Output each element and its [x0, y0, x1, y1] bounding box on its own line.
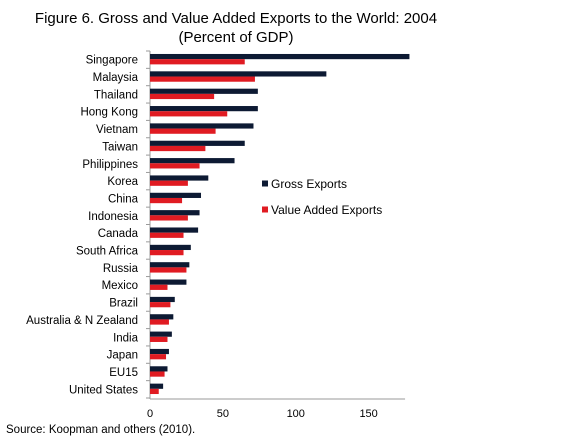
- category-label: EU15: [109, 367, 138, 379]
- bar-gross-exports: [150, 175, 209, 181]
- bar-value-added-exports: [150, 128, 216, 134]
- category-label: Australia & N Zealand: [26, 315, 138, 327]
- legend-label: Value Added Exports: [271, 203, 382, 217]
- bar-value-added-exports: [150, 336, 168, 342]
- bar-value-added-exports: [150, 215, 188, 221]
- bar-value-added-exports: [150, 354, 167, 360]
- category-label: Russia: [103, 263, 139, 275]
- bars-layer: [150, 53, 410, 395]
- bar-gross-exports: [150, 53, 410, 60]
- bar-value-added-exports: [150, 59, 245, 65]
- x-tick-label: 0: [147, 408, 153, 420]
- bar-chart: Singapore Malaysia Thailand Hong Kong Vietna…: [26, 50, 410, 420]
- bar-value-added-exports: [150, 250, 184, 256]
- axis-layer: [146, 50, 406, 400]
- bar-gross-exports: [150, 71, 327, 77]
- chart-title-text: Figure 6. Gross and Value Added Exports …: [34, 10, 438, 27]
- category-label: Hong Kong: [80, 107, 138, 119]
- bar-value-added-exports: [150, 180, 188, 186]
- bar-gross-exports: [150, 366, 168, 372]
- category-labels: Singapore Malaysia Thailand Hong Kong Vietna…: [26, 55, 138, 397]
- category-label: Thailand: [94, 89, 138, 101]
- bar-gross-exports: [150, 106, 258, 112]
- bar-value-added-exports: [150, 284, 168, 290]
- bar-value-added-exports: [150, 267, 187, 273]
- bar-value-added-exports: [150, 145, 206, 152]
- category-label: Japan: [107, 350, 138, 362]
- bar-gross-exports: [150, 348, 169, 355]
- legend-label: Gross Exports: [271, 177, 347, 191]
- legend-swatch: [262, 180, 268, 187]
- bar-gross-exports: [150, 192, 202, 198]
- bar-gross-exports: [150, 296, 175, 303]
- bar-gross-exports: [150, 262, 190, 268]
- bar-gross-exports: [150, 331, 172, 337]
- bar-value-added-exports: [150, 163, 200, 169]
- category-label: Mexico: [102, 280, 138, 292]
- category-label: Philippines: [82, 159, 138, 171]
- category-label: Vietnam: [96, 124, 138, 136]
- bar-value-added-exports: [150, 111, 228, 117]
- bar-value-added-exports: [150, 319, 169, 325]
- category-label: Singapore: [86, 55, 138, 67]
- bar-gross-exports: [150, 227, 199, 233]
- category-label: Canada: [98, 228, 139, 240]
- category-label: China: [108, 193, 139, 205]
- bar-value-added-exports: [150, 232, 184, 238]
- bar-gross-exports: [150, 383, 164, 389]
- chart-subtitle: (Percent of GDP): [178, 29, 294, 46]
- category-label: United States: [69, 384, 138, 396]
- bar-value-added-exports: [150, 302, 171, 308]
- source-note: Source: Koopman and others (2010).: [6, 424, 196, 436]
- x-tick-labels: 0 50 100 150: [147, 408, 378, 420]
- category-label: Korea: [107, 176, 138, 188]
- x-tick-label: 50: [217, 408, 229, 420]
- bar-value-added-exports: [150, 93, 215, 100]
- x-tick-label: 150: [359, 408, 377, 420]
- x-tick-label: 100: [287, 408, 305, 420]
- legend: Gross Exports Value Added Exports: [262, 177, 382, 217]
- category-label: India: [113, 332, 139, 344]
- bar-gross-exports: [150, 314, 174, 320]
- category-label: Taiwan: [102, 141, 138, 153]
- category-label: Malaysia: [93, 72, 139, 84]
- bar-value-added-exports: [150, 388, 159, 395]
- category-label: Indonesia: [88, 211, 138, 223]
- bar-gross-exports: [150, 123, 254, 129]
- bar-gross-exports: [150, 244, 191, 251]
- bar-gross-exports: [150, 158, 235, 164]
- legend-swatch: [262, 206, 268, 213]
- category-label: South Africa: [76, 246, 139, 258]
- bar-value-added-exports: [150, 76, 255, 82]
- bar-gross-exports: [150, 210, 200, 216]
- bar-gross-exports: [150, 279, 187, 285]
- bar-value-added-exports: [150, 371, 165, 377]
- bar-value-added-exports: [150, 197, 183, 204]
- category-label: Brazil: [109, 298, 138, 310]
- bar-gross-exports: [150, 88, 258, 94]
- bar-gross-exports: [150, 140, 245, 146]
- chart-title: Figure 6. Gross and Value Added Exports …: [6, 9, 466, 47]
